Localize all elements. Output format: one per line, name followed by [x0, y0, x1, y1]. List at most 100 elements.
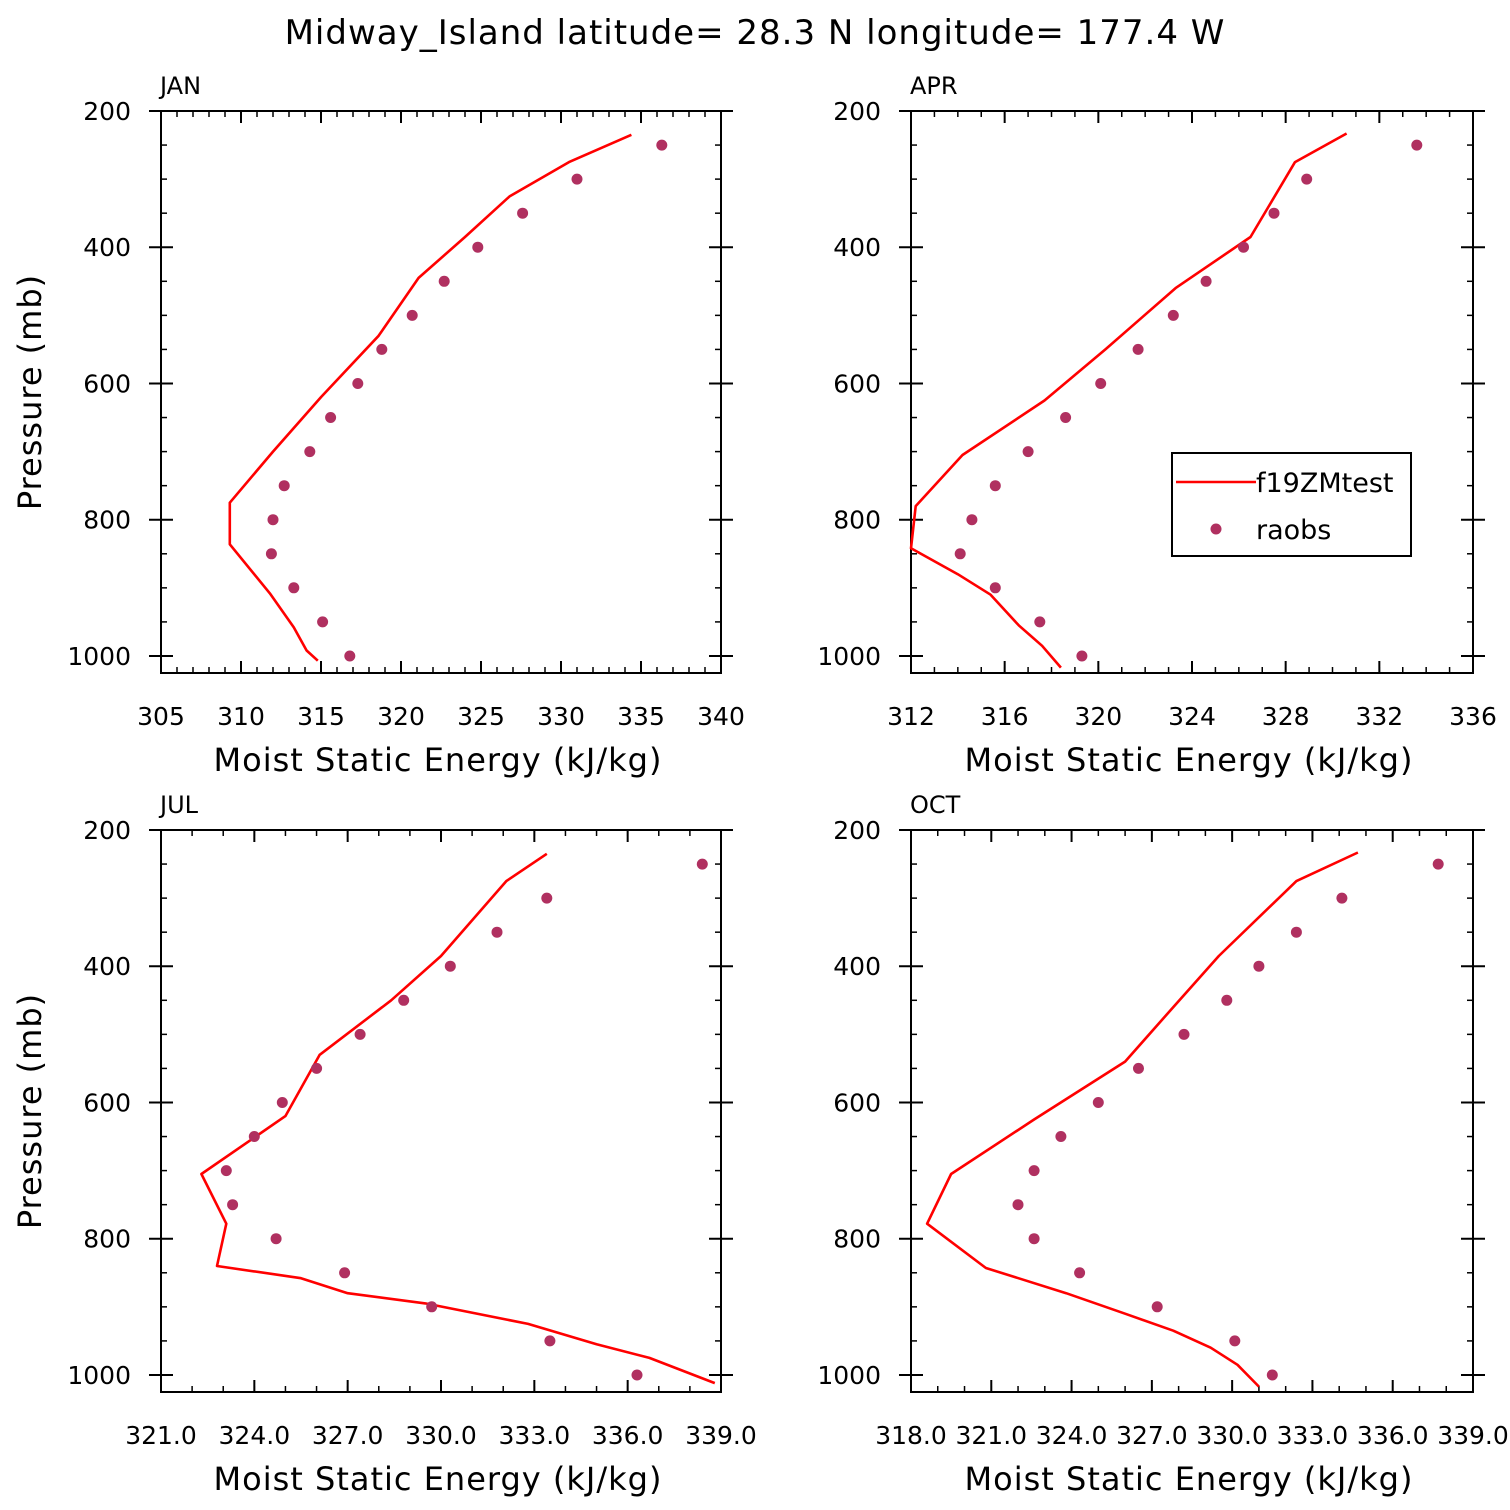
- x-tick-label: 335: [617, 702, 665, 731]
- x-axis-label: Moist Static Energy (kJ/kg): [965, 1460, 1414, 1498]
- series-point-raobs: [438, 275, 450, 287]
- series-point-raobs: [426, 1301, 438, 1313]
- plot-frame: [910, 829, 1474, 1393]
- series-line-f19zmtest: [228, 133, 632, 662]
- y-tick-label: 600: [83, 1088, 131, 1117]
- series-line-f19zmtest: [909, 132, 1348, 669]
- series-point-raobs: [317, 616, 329, 628]
- series-point-raobs: [1060, 412, 1072, 423]
- x-tick-label: 333.0: [499, 1421, 571, 1450]
- series-point-raobs: [1028, 1233, 1040, 1245]
- series-point-raobs: [1151, 1301, 1163, 1313]
- x-tick-label: 327.0: [1116, 1421, 1188, 1450]
- legend-box: [1171, 452, 1412, 557]
- series-point-raobs: [220, 1165, 232, 1177]
- series-point-raobs: [954, 548, 966, 560]
- panel-apr: 312 316 320 324 328 332 336 200 400 600 800 1000 APR…: [817, 72, 1496, 779]
- x-tick-label: 339.0: [1437, 1421, 1509, 1450]
- series-point-raobs: [517, 207, 529, 219]
- x-tick-label: 330.0: [1196, 1421, 1268, 1450]
- y-tick-label: 1000: [817, 1361, 881, 1390]
- series-point-raobs: [1074, 1267, 1086, 1279]
- x-tick-label: 310: [217, 702, 265, 731]
- panel-jul: 321.0 324.0 327.0 330.0 333.0 336.0 339.0 200 40…: [11, 791, 757, 1498]
- x-tick-label: 320: [1074, 702, 1122, 731]
- x-tick-label: 318.0: [875, 1421, 947, 1450]
- x-tick-label: 336.0: [592, 1421, 664, 1450]
- x-tick-label: 315: [297, 702, 345, 731]
- series-point-raobs: [1012, 1199, 1024, 1211]
- series-point-raobs: [1092, 1097, 1104, 1108]
- x-tick-label: 320: [377, 702, 425, 731]
- y-tick-label: 1000: [67, 1361, 131, 1390]
- series-point-raobs: [1055, 1131, 1067, 1142]
- x-axis-label: Moist Static Energy (kJ/kg): [214, 1460, 663, 1498]
- panel-title: APR: [910, 72, 958, 100]
- series-point-raobs: [339, 1267, 351, 1279]
- x-tick-label: 321.0: [955, 1421, 1027, 1450]
- y-tick-label: 400: [833, 233, 881, 262]
- y-tick-label: 200: [83, 816, 131, 845]
- series-point-raobs: [631, 1369, 643, 1381]
- series-point-raobs: [1229, 1335, 1241, 1347]
- y-tick-label: 800: [833, 506, 881, 535]
- series-point-raobs: [966, 514, 978, 526]
- x-tick-label: 316: [981, 702, 1029, 731]
- series-point-raobs: [248, 1131, 260, 1142]
- legend-obs-marker: [1210, 523, 1222, 535]
- y-tick-label: 600: [83, 369, 131, 398]
- x-tick-label: 324.0: [219, 1421, 291, 1450]
- series-point-raobs: [1200, 275, 1212, 287]
- y-tick-label: 800: [83, 506, 131, 535]
- x-axis-label: Moist Static Energy (kJ/kg): [214, 741, 663, 779]
- x-tick-label: 339.0: [685, 1421, 757, 1450]
- series-point-raobs: [1253, 960, 1265, 972]
- series-line-f19zmtest: [925, 851, 1359, 1388]
- figure-title: Midway_Island latitude= 28.3 N longitude…: [285, 13, 1226, 53]
- y-tick-label: 800: [83, 1225, 131, 1254]
- series-point-raobs: [491, 926, 503, 938]
- series-point-raobs: [989, 582, 1001, 594]
- x-tick-label: 312: [887, 702, 935, 731]
- series-point-raobs: [1167, 309, 1179, 321]
- y-tick-label: 400: [833, 952, 881, 981]
- series-point-raobs: [444, 960, 456, 972]
- plot-frame: [160, 110, 722, 674]
- series-point-raobs: [344, 650, 356, 662]
- series-line-f19zmtest: [200, 852, 716, 1385]
- series-point-raobs: [276, 1097, 288, 1108]
- x-tick-label: 324: [1168, 702, 1216, 731]
- series-point-raobs: [472, 241, 484, 253]
- series-point-raobs: [1095, 378, 1107, 389]
- series-point-raobs: [571, 173, 583, 185]
- panel-oct: 318.0 321.0 324.0 327.0 330.0 333.0 336.0 339.0…: [817, 791, 1508, 1498]
- series-point-raobs: [1178, 1028, 1190, 1040]
- series-point-raobs: [1034, 616, 1046, 628]
- y-tick-label: 1000: [67, 642, 131, 671]
- x-tick-label: 330: [537, 702, 585, 731]
- series-point-raobs: [544, 1335, 556, 1347]
- series-point-raobs: [304, 446, 316, 458]
- legend-model-label: f19ZMtest: [1256, 468, 1394, 499]
- series-point-raobs: [696, 858, 708, 870]
- x-tick-label: 332: [1355, 702, 1403, 731]
- x-tick-label: 333.0: [1277, 1421, 1349, 1450]
- series-point-raobs: [1411, 139, 1423, 151]
- y-axis-label: Pressure (mb): [11, 274, 49, 510]
- series-point-raobs: [1238, 241, 1249, 253]
- panel-title: JAN: [158, 72, 201, 100]
- y-tick-label: 400: [83, 952, 131, 981]
- series-point-raobs: [541, 892, 553, 904]
- series-point-raobs: [265, 548, 277, 560]
- x-tick-label: 328: [1262, 702, 1310, 731]
- series-point-raobs: [288, 582, 300, 594]
- legend: f19ZMtest raobs: [1171, 452, 1412, 557]
- series-point-raobs: [1268, 207, 1280, 219]
- y-tick-label: 200: [833, 816, 881, 845]
- panel-title: JUL: [158, 791, 199, 819]
- y-tick-label: 200: [83, 97, 131, 126]
- series-point-raobs: [1133, 1062, 1144, 1074]
- series-point-raobs: [267, 514, 279, 526]
